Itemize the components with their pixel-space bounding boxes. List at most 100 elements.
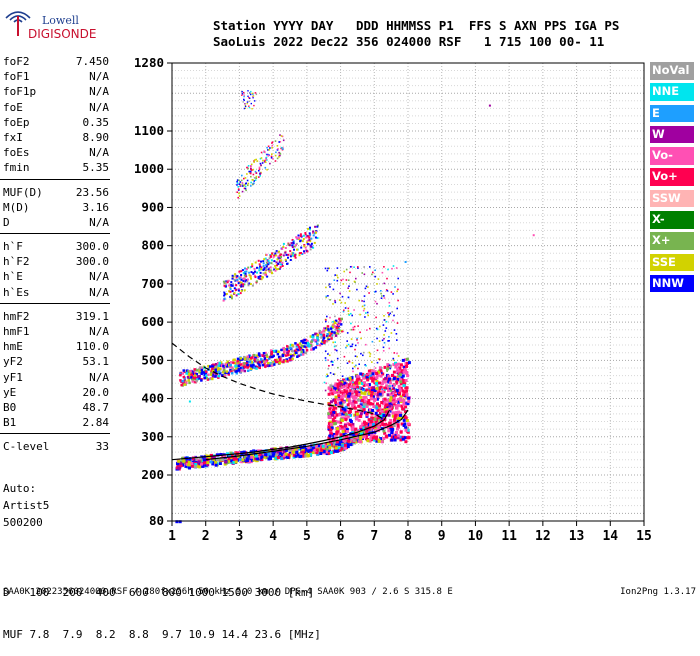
- y-tick-label: 1000: [134, 161, 164, 176]
- echo-point: [234, 370, 237, 373]
- echo-point: [388, 364, 391, 366]
- echo-point: [325, 295, 328, 298]
- echo-point: [231, 283, 234, 286]
- echo-point: [392, 377, 396, 381]
- echo-point: [345, 428, 349, 432]
- echo-point: [316, 338, 319, 342]
- echo-point: [297, 354, 301, 357]
- echo-point: [227, 362, 230, 365]
- echo-point: [364, 287, 367, 290]
- echo-point: [329, 372, 332, 374]
- echo-point: [271, 141, 274, 143]
- echo-point: [345, 346, 347, 349]
- echo-point: [246, 360, 249, 364]
- echo-point: [388, 364, 392, 368]
- echo-point: [247, 460, 251, 464]
- echo-point: [236, 180, 238, 183]
- echo-point: [241, 91, 243, 93]
- echo-point: [333, 416, 337, 420]
- echo-point: [367, 390, 370, 393]
- echo-point: [361, 374, 365, 378]
- echo-point: [362, 309, 365, 312]
- echo-point: [278, 151, 280, 154]
- echo-point: [333, 386, 335, 389]
- echo-point: [349, 381, 353, 385]
- echo-point: [406, 374, 410, 378]
- echo-point: [328, 338, 331, 341]
- echo-point: [383, 431, 387, 435]
- echo-point: [179, 379, 182, 382]
- echo-point: [397, 299, 399, 302]
- echo-point: [251, 108, 253, 110]
- echo-point: [338, 427, 342, 430]
- echo-point: [274, 154, 277, 157]
- echo-point: [267, 452, 271, 456]
- echo-point: [339, 390, 343, 394]
- echo-point: [265, 264, 268, 266]
- echo-point: [296, 343, 299, 347]
- echo-point: [396, 290, 398, 293]
- echo-point: [214, 370, 218, 373]
- echo-point: [336, 389, 338, 392]
- param-row: foEs N/A: [0, 145, 168, 160]
- echo-point: [337, 379, 339, 381]
- echo-point: [394, 404, 398, 407]
- echo-point: [333, 345, 336, 348]
- echo-point: [286, 345, 289, 348]
- echo-point: [246, 280, 249, 283]
- echo-point: [263, 267, 266, 270]
- echo-point: [307, 343, 310, 346]
- echo-point: [258, 166, 261, 169]
- echo-point: [383, 337, 385, 340]
- echo-point: [259, 275, 262, 278]
- echo-point: [247, 167, 249, 170]
- param-row: yF2 53.1: [0, 354, 168, 369]
- param-name: fmin: [3, 161, 30, 175]
- param-row: fmin 5.35: [0, 160, 168, 175]
- echo-point: [339, 436, 343, 440]
- echo-point: [338, 317, 341, 321]
- echo-point: [326, 325, 330, 328]
- echo-point: [354, 390, 358, 394]
- echo-point: [353, 388, 355, 391]
- echo-point: [264, 257, 267, 260]
- echo-point: [399, 386, 403, 390]
- echo-point: [239, 358, 242, 361]
- echo-point: [363, 392, 367, 396]
- echo-point: [292, 241, 295, 244]
- echo-point: [343, 270, 345, 273]
- echo-point: [290, 242, 293, 245]
- echo-point: [404, 428, 408, 432]
- echo-point: [307, 239, 310, 242]
- auto-scaling-info: Auto: Artist5 500200: [3, 480, 49, 531]
- echo-point: [199, 462, 203, 466]
- echo-point: [393, 352, 396, 354]
- echo-point: [276, 450, 280, 454]
- echo-point: [264, 161, 267, 163]
- echo-point: [265, 261, 268, 264]
- echo-point: [270, 157, 273, 159]
- echo-point: [364, 426, 368, 430]
- echo-point: [303, 244, 306, 246]
- echo-point: [243, 177, 245, 180]
- echo-point: [200, 368, 204, 372]
- echo-point: [250, 93, 252, 96]
- echo-point: [236, 179, 239, 181]
- echo-point: [278, 450, 282, 454]
- echo-point: [367, 392, 371, 396]
- echo-point: [378, 407, 382, 411]
- echo-point: [386, 363, 390, 367]
- echo-point: [227, 279, 230, 282]
- echo-point: [198, 369, 202, 373]
- echo-point: [222, 370, 225, 374]
- echo-point: [299, 233, 302, 236]
- echo-point: [294, 351, 298, 354]
- echo-point: [259, 271, 262, 274]
- echo-point: [200, 372, 203, 375]
- echo-point: [362, 397, 366, 401]
- echo-point: [316, 333, 319, 337]
- echo-point: [354, 440, 358, 444]
- echo-point: [318, 329, 322, 333]
- echo-point: [326, 333, 329, 336]
- echo-point: [308, 239, 311, 241]
